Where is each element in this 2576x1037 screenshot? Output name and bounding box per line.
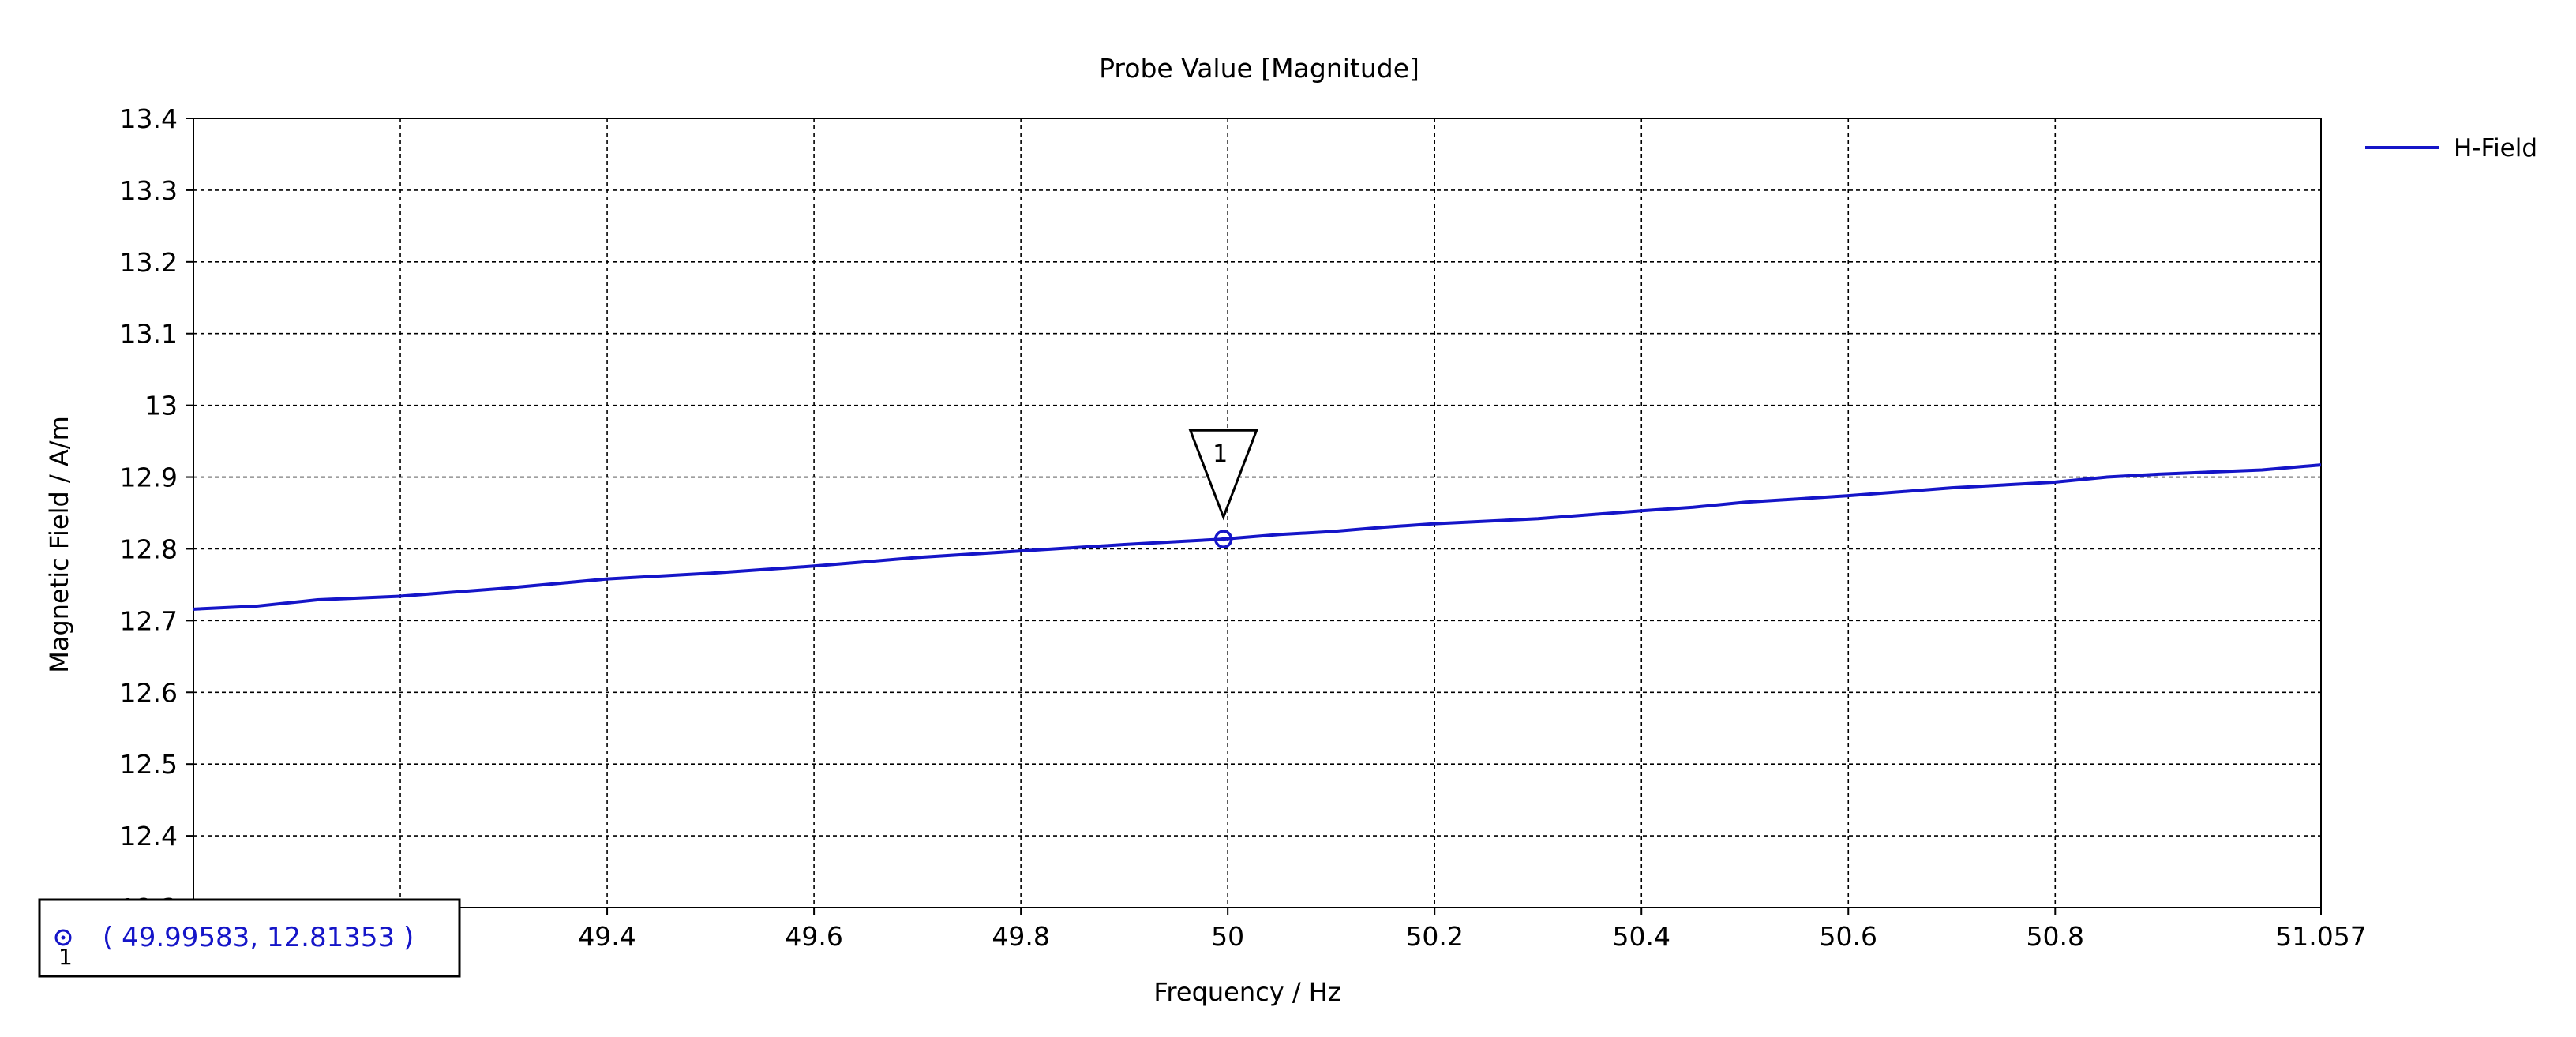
y-axis-label: Magnetic Field / A/m xyxy=(44,416,74,673)
y-tick-label: 13.1 xyxy=(120,319,178,350)
readout-marker-index: 1 xyxy=(58,944,73,970)
marker-point-dot xyxy=(1221,537,1226,542)
legend: H-Field xyxy=(2365,134,2537,163)
y-tick-label: 13.2 xyxy=(120,247,178,278)
x-tick-label: 49.4 xyxy=(578,921,636,952)
grid xyxy=(193,118,2321,908)
plot-area-frame xyxy=(193,118,2322,908)
legend-label-h-field: H-Field xyxy=(2454,134,2537,163)
readout-coordinates: ( 49.99583, 12.81353 ) xyxy=(103,922,414,953)
marker-flag[interactable] xyxy=(1188,429,1258,521)
readout-frame xyxy=(38,898,461,978)
x-tick-label: 50.8 xyxy=(2027,921,2084,952)
x-axis-label: Frequency / Hz xyxy=(1153,977,1340,1007)
y-tick-label: 12.7 xyxy=(120,605,178,636)
y-tick-label: 13.3 xyxy=(120,175,178,206)
x-tick-label: 49.6 xyxy=(785,921,842,952)
marker-point[interactable] xyxy=(1213,530,1233,548)
series-layer xyxy=(193,463,2322,611)
series-line-h-field xyxy=(193,463,2322,611)
y-tick-label: 13.4 xyxy=(120,103,178,134)
x-tick-label: 51.057 xyxy=(2275,921,2366,952)
x-tick-label: 50.4 xyxy=(1612,921,1670,952)
x-tick-label: 50 xyxy=(1211,921,1244,952)
marker-readout-box[interactable]: 1 ( 49.99583, 12.81353 ) xyxy=(38,898,461,978)
x-tick-label: 50.2 xyxy=(1405,921,1463,952)
y-tick-label: 12.9 xyxy=(120,462,178,493)
y-tick-label: 13 xyxy=(144,391,178,421)
marker-circle-icon-dot xyxy=(61,935,66,940)
marker-circle-icon xyxy=(54,929,72,946)
marker-layer[interactable]: 1 xyxy=(1188,429,1258,548)
x-tick-label: 49.8 xyxy=(992,921,1049,952)
x-tick-label: 50.6 xyxy=(1820,921,1877,952)
marker-flag-label: 1 xyxy=(1213,440,1228,468)
y-tick-label: 12.8 xyxy=(120,533,178,564)
y-tick-label: 12.4 xyxy=(120,821,178,852)
chart-title: Probe Value [Magnitude] xyxy=(1099,53,1419,84)
y-tick-label: 12.5 xyxy=(120,749,178,780)
y-tick-label: 12.6 xyxy=(120,677,178,708)
